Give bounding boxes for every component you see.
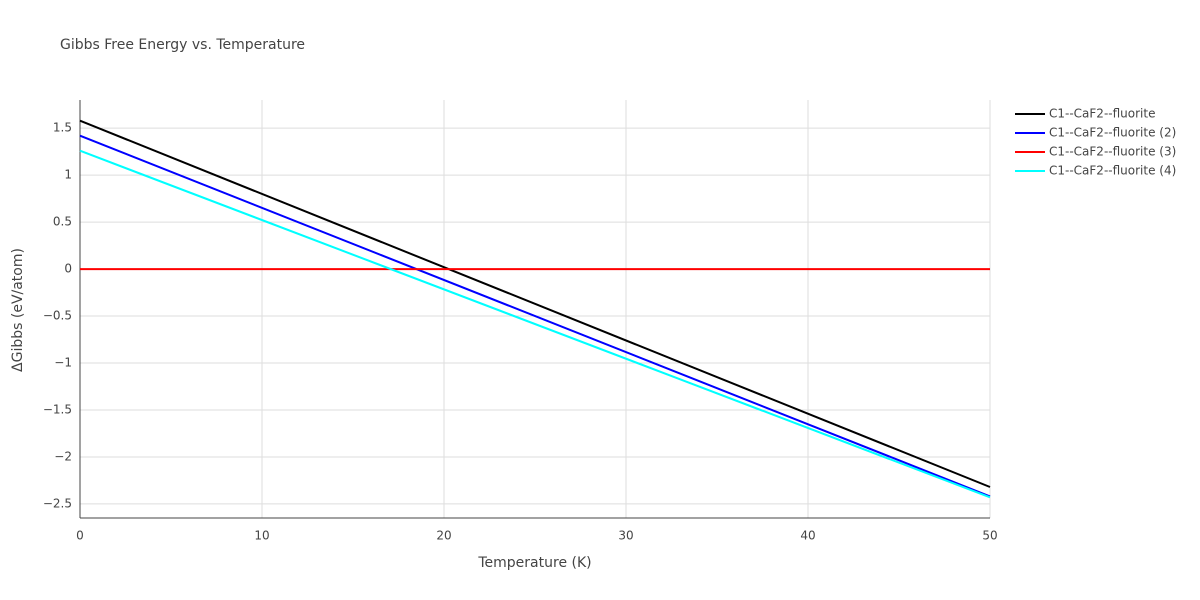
y-tick-label: 0: [64, 262, 72, 276]
y-tick-label: 0.5: [53, 215, 72, 229]
y-tick-label: 1.5: [53, 121, 72, 135]
legend-label: C1--CaF2--fluorite: [1049, 107, 1155, 121]
x-tick-label: 10: [254, 529, 269, 543]
y-tick-label: −2.5: [43, 496, 72, 510]
series-line: [79, 134, 991, 498]
y-tick-label: −2: [54, 449, 72, 463]
x-tick-label: 40: [800, 529, 815, 543]
legend-label: C1--CaF2--fluorite (2): [1049, 126, 1176, 140]
x-tick-label: 50: [982, 529, 997, 543]
y-tick-label: −0.5: [43, 309, 72, 323]
x-tick-label: 20: [436, 529, 451, 543]
legend-label: C1--CaF2--fluorite (4): [1049, 164, 1176, 178]
legend-label: C1--CaF2--fluorite (3): [1049, 145, 1176, 159]
x-tick-label: 30: [618, 529, 633, 543]
chart-title: Gibbs Free Energy vs. Temperature: [60, 37, 305, 53]
y-tick-label: −1.5: [43, 402, 72, 416]
series-line: [79, 119, 991, 488]
y-tick-label: 1: [64, 168, 72, 182]
x-axis-label: Temperature (K): [477, 555, 591, 571]
y-axis-label: ΔGibbs (eV/atom): [10, 248, 26, 372]
y-tick-label: −1: [54, 356, 72, 370]
x-tick-label: 0: [76, 529, 84, 543]
series-line: [79, 149, 991, 499]
